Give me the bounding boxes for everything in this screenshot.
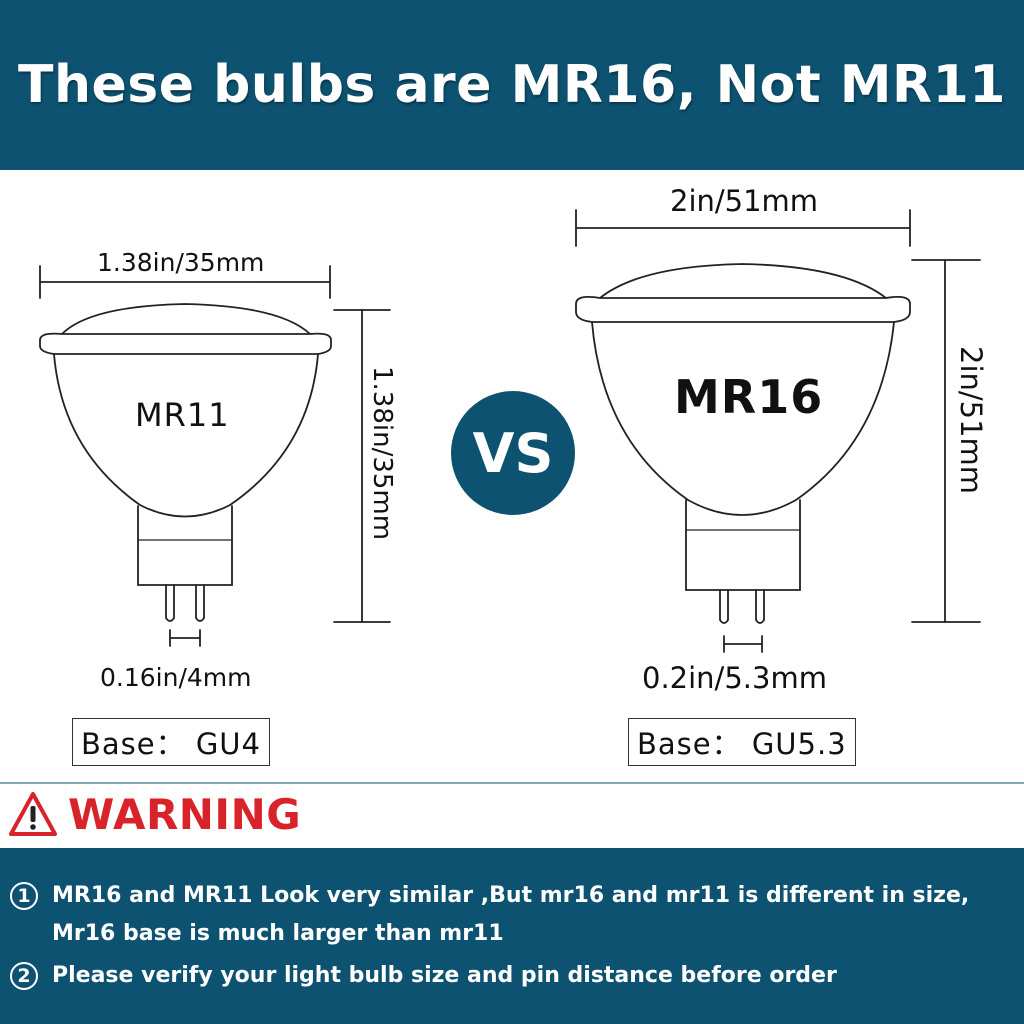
warning-triangle-icon (9, 792, 57, 836)
vs-badge: VS (451, 391, 575, 515)
mr11-width-label: 1.38in/35mm (97, 248, 265, 277)
mr11-height-dimension (333, 309, 391, 623)
mr16-bulb-drawing (575, 263, 911, 624)
mr16-height-dimension (911, 259, 981, 623)
warning-label: WARNING (68, 789, 302, 839)
mr16-pin-dimension (723, 635, 763, 653)
mr16-width-label: 2in/51mm (670, 184, 819, 218)
note-line: Please verify your light bulb size and p… (52, 963, 837, 988)
mr11-bulb-drawing (39, 303, 332, 622)
note-line: Mr16 base is much larger than mr11 (52, 921, 504, 946)
mr16-base-box: Base： GU5.3 (628, 718, 856, 766)
mr16-pin-label: 0.2in/5.3mm (642, 661, 827, 695)
note-number-badge: 1 (10, 882, 38, 910)
mr16-width-dimension (575, 209, 911, 247)
note-text: MR16 and MR11 Look very similar ,But mr1… (52, 877, 969, 953)
note-text: Please verify your light bulb size and p… (52, 957, 837, 995)
mr11-pin-dimension (169, 629, 201, 647)
mr11-pin-label: 0.16in/4mm (100, 663, 252, 692)
mr11-bulb-label: MR11 (135, 396, 230, 434)
mr11-width-dimension (39, 265, 331, 299)
note-item: 1 MR16 and MR11 Look very similar ,But m… (10, 882, 969, 953)
note-number-badge: 2 (10, 962, 38, 990)
page-title: These bulbs are MR16, Not MR11 (18, 55, 1006, 115)
mr16-height-label: 2in/51mm (954, 346, 988, 495)
mr11-base-box: Base： GU4 (72, 718, 270, 766)
mr16-bulb-label: MR16 (674, 370, 824, 424)
warning-heading: WARNING (8, 786, 301, 842)
note-item: 2 Please verify your light bulb size and… (10, 962, 837, 995)
notes-panel: 1 MR16 and MR11 Look very similar ,But m… (0, 848, 1024, 1024)
header-banner: These bulbs are MR16, Not MR11 (0, 0, 1024, 170)
mr11-height-label: 1.38in/35mm (367, 366, 397, 541)
note-line: MR16 and MR11 Look very similar ,But mr1… (52, 883, 970, 908)
